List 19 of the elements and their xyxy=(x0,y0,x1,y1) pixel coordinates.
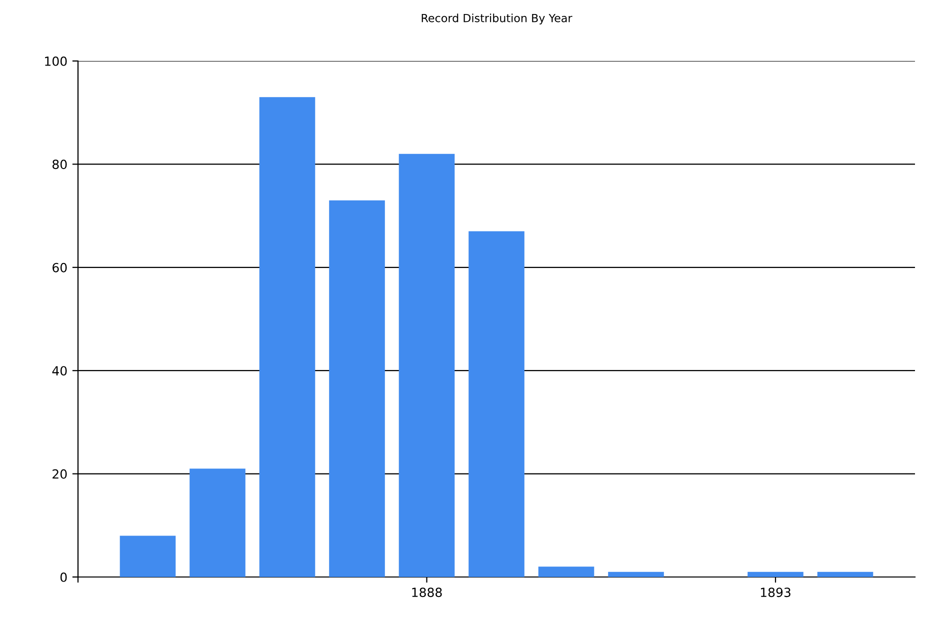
bar xyxy=(608,572,664,577)
bar xyxy=(538,566,594,577)
y-tick-label: 20 xyxy=(52,469,67,479)
y-tick-label: 80 xyxy=(52,160,67,170)
bar xyxy=(817,572,874,577)
chart-title: Record Distribution By Year xyxy=(422,14,572,24)
bar xyxy=(398,154,455,577)
y-tick-label: 0 xyxy=(60,572,67,582)
x-tick-label: 1893 xyxy=(760,588,790,598)
x-tick-label: 1888 xyxy=(412,588,442,598)
bar xyxy=(190,468,246,577)
y-tick-label: 60 xyxy=(52,262,67,272)
bar xyxy=(120,536,176,577)
bar xyxy=(748,572,804,577)
bar xyxy=(468,231,524,577)
y-tick-label: 100 xyxy=(45,56,67,66)
bar xyxy=(329,200,385,577)
bar xyxy=(259,97,316,577)
y-tick-label: 40 xyxy=(52,366,67,376)
